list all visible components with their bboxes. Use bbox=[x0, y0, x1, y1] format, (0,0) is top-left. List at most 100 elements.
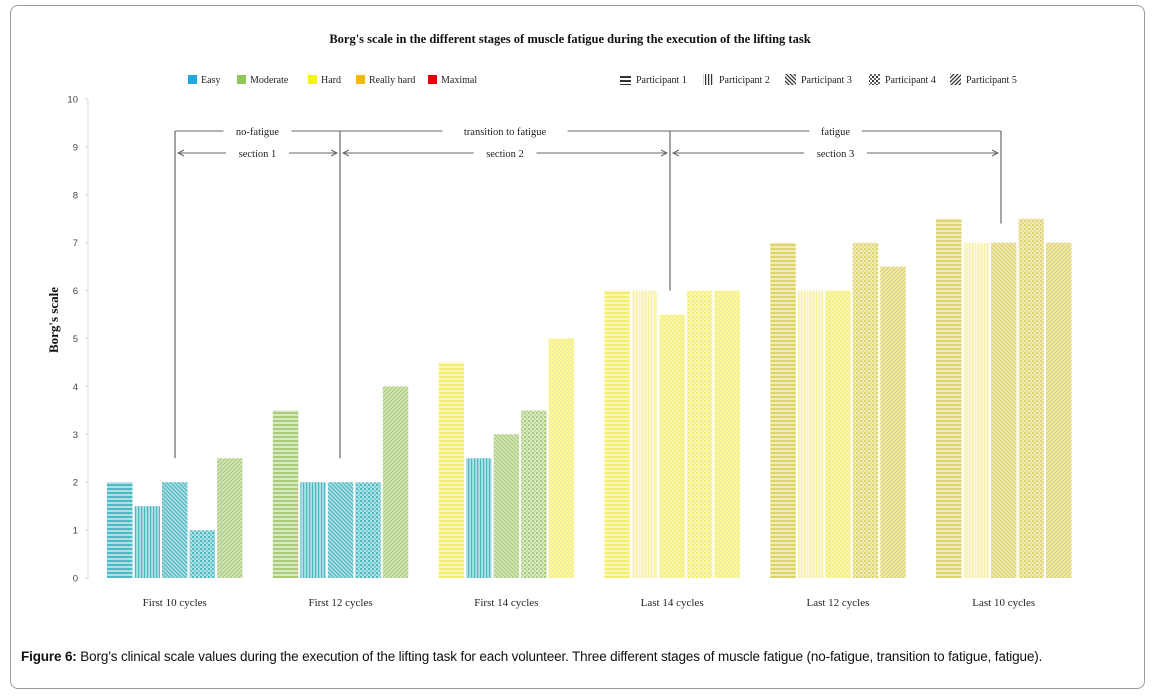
figure-caption: Figure 6: Borg’s clinical scale values d… bbox=[21, 647, 1136, 666]
bar bbox=[852, 242, 879, 578]
bar bbox=[107, 482, 133, 578]
bar bbox=[162, 482, 188, 578]
bar bbox=[382, 386, 409, 578]
bar bbox=[659, 314, 685, 578]
bar bbox=[438, 362, 465, 578]
y-axis: 0 1 2 3 4 5 6 7 8 9 10 bbox=[67, 95, 89, 585]
color-swatch bbox=[237, 75, 246, 84]
bar bbox=[963, 242, 989, 578]
color-legend-label: Easy bbox=[201, 75, 220, 86]
bar bbox=[797, 290, 824, 578]
stage-annotations: no-fatigue transition to fatigue fatigue se… bbox=[174, 127, 1002, 459]
color-legend: Easy Moderate Hard Really hard Maximal bbox=[188, 75, 477, 86]
bar bbox=[1046, 242, 1072, 578]
color-legend-item: Really hard bbox=[356, 75, 415, 86]
bar bbox=[355, 482, 381, 578]
color-legend-label: Maximal bbox=[441, 75, 477, 86]
arrow-right-icon bbox=[330, 149, 339, 157]
pattern-swatch-icon bbox=[785, 74, 796, 85]
bar bbox=[493, 434, 520, 578]
stage-label: fatigue bbox=[821, 127, 850, 138]
x-tick-label: First 10 cycles bbox=[143, 597, 207, 609]
y-tick-label: 9 bbox=[73, 142, 78, 153]
caption-text: Borg’s clinical scale values during the … bbox=[76, 649, 1043, 664]
x-tick-label: First 14 cycles bbox=[474, 597, 538, 609]
bar bbox=[300, 482, 326, 578]
y-axis-label: Borg's scale bbox=[46, 287, 61, 353]
y-tick-label: 10 bbox=[67, 95, 78, 106]
color-legend-item: Hard bbox=[308, 75, 341, 86]
color-legend-item: Easy bbox=[188, 75, 220, 86]
x-tick-label: Last 10 cycles bbox=[972, 597, 1035, 609]
pattern-swatch-icon bbox=[620, 74, 631, 85]
caption-label: Figure 6: bbox=[21, 649, 77, 664]
color-legend-item: Maximal bbox=[428, 75, 477, 86]
chart: Borg's scale in the different stages of … bbox=[46, 32, 1072, 609]
section-label: section 3 bbox=[817, 149, 855, 160]
y-tick-label: 4 bbox=[73, 382, 78, 393]
bar bbox=[991, 242, 1017, 578]
stage-label: no-fatigue bbox=[236, 127, 279, 138]
pattern-legend-item: Participant 3 bbox=[785, 74, 852, 86]
arrow-left-icon bbox=[671, 149, 680, 157]
x-tick-label: First 12 cycles bbox=[308, 597, 372, 609]
y-tick-label: 5 bbox=[73, 334, 78, 345]
pattern-legend-item: Participant 1 bbox=[620, 74, 687, 86]
bar bbox=[686, 290, 713, 578]
y-tick-label: 8 bbox=[73, 190, 78, 201]
bar bbox=[770, 242, 796, 578]
color-swatch bbox=[356, 75, 365, 84]
pattern-legend-label: Participant 5 bbox=[966, 75, 1017, 86]
bar bbox=[1018, 218, 1044, 578]
color-swatch bbox=[188, 75, 197, 84]
pattern-legend: Participant 1 Participant 2 Participant 3 P… bbox=[620, 74, 1017, 86]
bar bbox=[217, 458, 243, 578]
arrow-left-icon bbox=[341, 149, 350, 157]
pattern-legend-item: Participant 2 bbox=[703, 74, 770, 86]
bar bbox=[548, 338, 575, 578]
section-label: section 2 bbox=[486, 149, 524, 160]
pattern-swatch-icon bbox=[950, 74, 961, 85]
bar bbox=[825, 290, 851, 578]
y-tick-label: 1 bbox=[73, 526, 78, 537]
bar bbox=[631, 290, 658, 578]
pattern-legend-label: Participant 2 bbox=[719, 75, 770, 86]
section-label: section 1 bbox=[239, 149, 277, 160]
y-tick-label: 6 bbox=[73, 286, 78, 297]
x-axis-tick-labels: First 10 cycles First 12 cycles First 14 c… bbox=[143, 597, 1036, 609]
pattern-legend-label: Participant 1 bbox=[636, 75, 687, 86]
bar bbox=[466, 458, 492, 578]
color-swatch bbox=[308, 75, 317, 84]
bar bbox=[134, 506, 160, 578]
color-legend-label: Really hard bbox=[369, 75, 415, 86]
bars bbox=[107, 218, 1072, 578]
arrow-right-icon bbox=[660, 149, 669, 157]
pattern-swatch-icon bbox=[703, 74, 714, 85]
y-tick-label: 7 bbox=[73, 238, 78, 249]
pattern-legend-item: Participant 5 bbox=[950, 74, 1017, 86]
stage-label: transition to fatigue bbox=[464, 127, 547, 138]
pattern-swatch-icon bbox=[869, 74, 880, 85]
y-tick-label: 2 bbox=[73, 478, 78, 489]
bar bbox=[880, 266, 906, 578]
color-legend-item: Moderate bbox=[237, 75, 289, 86]
color-legend-label: Hard bbox=[321, 75, 341, 86]
bar bbox=[189, 530, 215, 578]
pattern-legend-label: Participant 3 bbox=[801, 75, 852, 86]
arrow-left-icon bbox=[176, 149, 185, 157]
bar bbox=[521, 410, 547, 578]
bar bbox=[327, 482, 354, 578]
x-tick-label: Last 14 cycles bbox=[641, 597, 704, 609]
y-tick-label: 0 bbox=[73, 574, 78, 585]
color-legend-label: Moderate bbox=[250, 75, 289, 86]
bar bbox=[936, 218, 962, 578]
bar bbox=[272, 410, 299, 578]
y-tick-label: 3 bbox=[73, 430, 78, 441]
bar bbox=[714, 290, 740, 578]
arrow-right-icon bbox=[991, 149, 1000, 157]
pattern-legend-item: Participant 4 bbox=[869, 74, 936, 86]
chart-title: Borg's scale in the different stages of … bbox=[329, 32, 810, 46]
x-tick-label: Last 12 cycles bbox=[806, 597, 869, 609]
color-swatch bbox=[428, 75, 437, 84]
pattern-legend-label: Participant 4 bbox=[885, 75, 936, 86]
